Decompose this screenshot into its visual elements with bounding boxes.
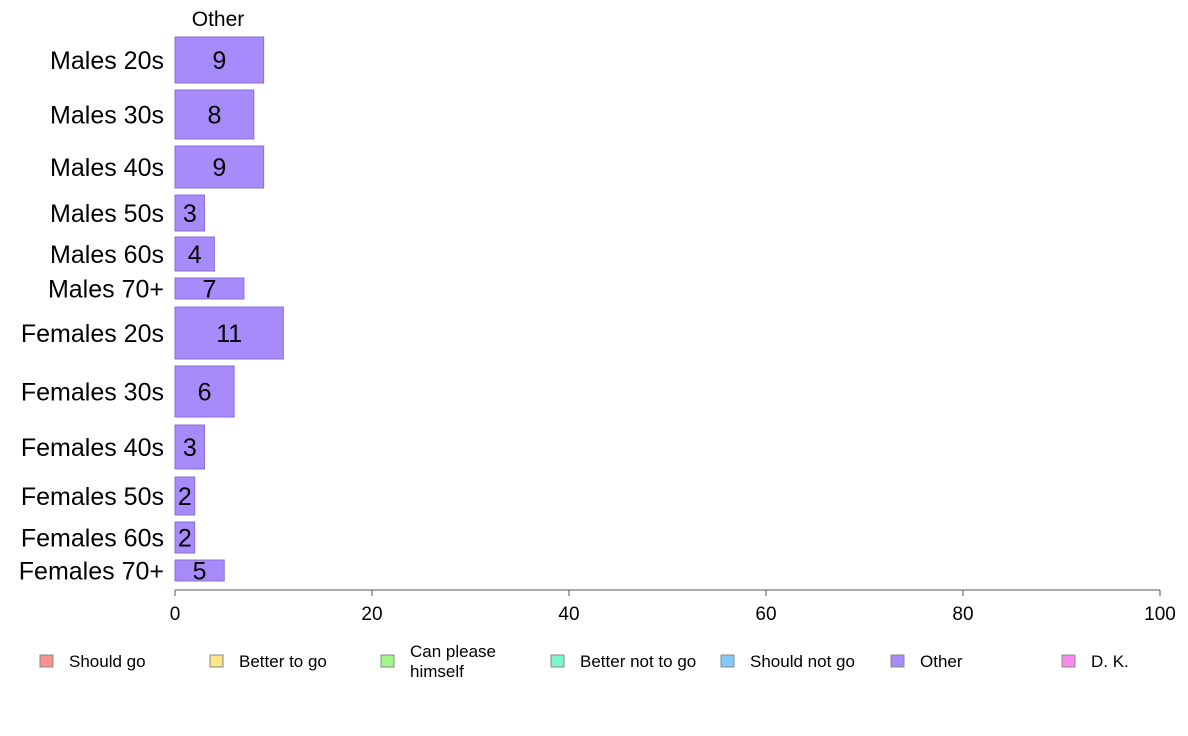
category-label: Males 60s [50, 241, 164, 269]
legend-label: Can please himself [410, 642, 496, 681]
x-tick-label: 0 [170, 604, 181, 625]
legend: Should go Better to go Can please himself Be… [39, 642, 1129, 681]
bar-value-label: 2 [178, 483, 192, 511]
bar-value-label: 3 [183, 434, 197, 462]
category-label: Females 30s [21, 379, 164, 407]
bar-value-label: 9 [212, 154, 226, 182]
bar [174, 365, 235, 418]
category-label: Males 30s [50, 102, 164, 130]
category-label: Males 20s [50, 47, 164, 75]
bars-group: Males 20s 9 Males 30s 8 Males 40s 9 Males 50s 3… [19, 36, 284, 586]
legend-label: Should go [69, 652, 146, 671]
category-label: Females 70+ [19, 558, 164, 586]
legend-swatch [39, 654, 54, 668]
legend-item: Should not go [720, 652, 855, 671]
legend-label: Other [920, 652, 963, 671]
x-axis: 0 20 40 60 80 100 [170, 589, 1176, 625]
bar-value-label: 8 [207, 102, 221, 130]
x-tick-label: 20 [361, 604, 382, 625]
legend-item: Should go [39, 652, 146, 671]
bar [174, 36, 265, 84]
legend-swatch [890, 654, 905, 668]
category-label: Males 70+ [48, 276, 164, 304]
bar-value-label: 5 [193, 558, 207, 586]
category-label: Females 20s [21, 320, 164, 348]
bar [174, 521, 196, 554]
legend-item: Better not to go [550, 652, 696, 671]
legend-label: Should not go [750, 652, 855, 671]
bar [174, 89, 255, 140]
x-tick-label: 40 [558, 604, 579, 625]
bar-value-label: 6 [198, 379, 212, 407]
legend-label: Better to go [239, 652, 327, 671]
legend-swatch [1061, 654, 1076, 668]
legend-item: D. K. [1061, 652, 1129, 671]
x-tick-label: 80 [952, 604, 973, 625]
legend-item: Better to go [209, 652, 327, 671]
category-label: Females 40s [21, 434, 164, 462]
bar [174, 424, 206, 470]
legend-label: Better not to go [580, 652, 696, 671]
legend-swatch [550, 654, 565, 668]
bar-value-label: 3 [183, 200, 197, 228]
bar [174, 236, 215, 272]
x-tick-label: 100 [1144, 604, 1176, 625]
panel-title: Other [192, 8, 245, 31]
bar [174, 306, 284, 360]
bar-value-label: 4 [188, 241, 202, 269]
bar [174, 559, 225, 582]
legend-swatch [720, 654, 735, 668]
bar [174, 277, 245, 300]
legend-swatch [209, 654, 224, 668]
legend-swatch [380, 654, 395, 668]
category-label: Males 50s [50, 200, 164, 228]
legend-label: D. K. [1091, 652, 1129, 671]
bar-value-label: 7 [203, 276, 217, 304]
x-tick-label: 60 [755, 604, 776, 625]
bar [174, 476, 196, 516]
category-label: Males 40s [50, 154, 164, 182]
bar-value-label: 11 [216, 320, 242, 348]
legend-item: Can please himself [380, 642, 496, 681]
category-label: Females 50s [21, 483, 164, 511]
bar [174, 194, 206, 232]
bar [174, 145, 265, 189]
bar-value-label: 2 [178, 525, 192, 553]
category-label: Females 60s [21, 525, 164, 553]
legend-item: Other [890, 652, 963, 671]
bar-value-label: 9 [212, 47, 226, 75]
